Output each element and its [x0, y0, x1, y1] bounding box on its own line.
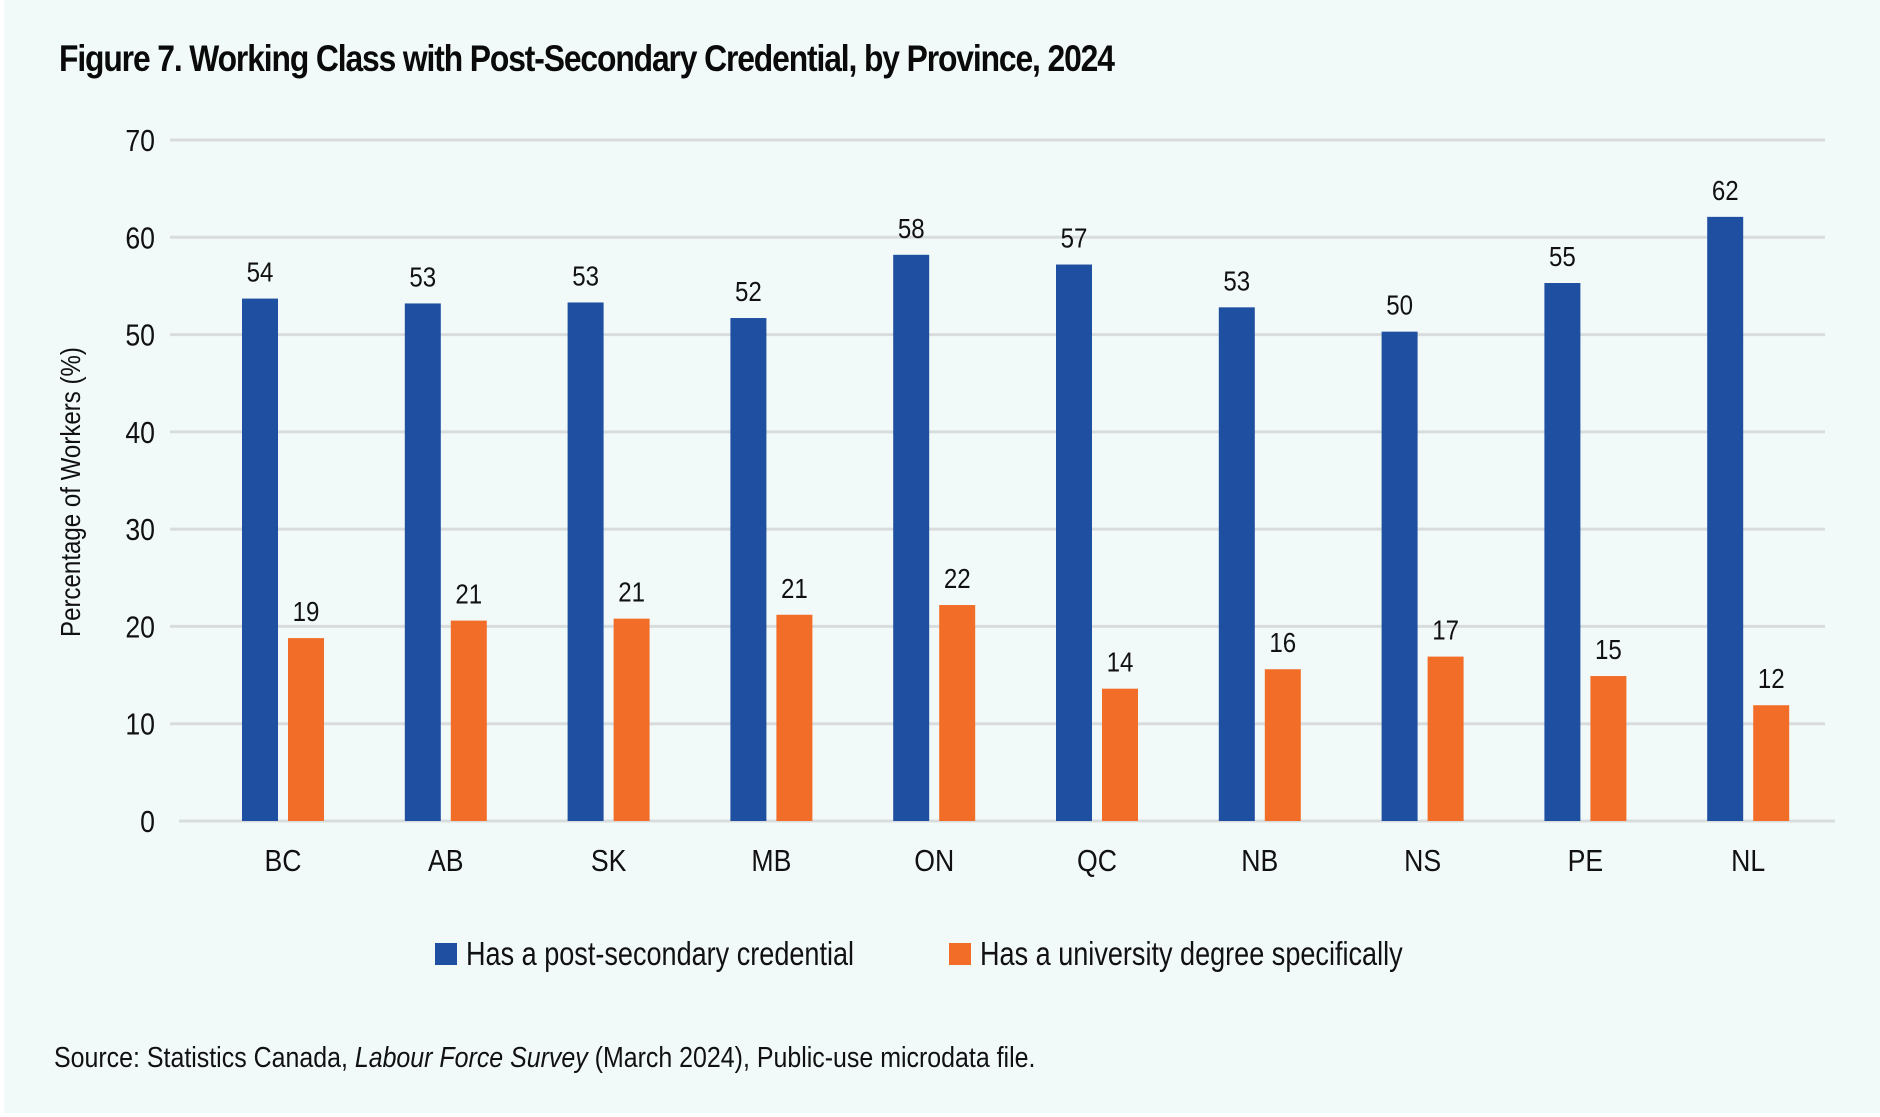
data-label: 53	[572, 260, 599, 292]
legend-swatch-blue	[435, 943, 457, 965]
y-tick-label: 50	[125, 319, 155, 353]
data-label: 52	[735, 275, 762, 307]
data-label: 15	[1595, 633, 1622, 665]
bar-mb-post-secondary	[730, 318, 767, 821]
category-label-mb: MB	[751, 844, 791, 878]
data-label: 21	[618, 576, 645, 608]
bar-ab-post-secondary	[404, 303, 441, 821]
bar-ns-university	[1427, 656, 1464, 821]
source-prefix: Source: Statistics Canada,	[54, 1042, 355, 1074]
data-label: 55	[1549, 240, 1576, 272]
data-label: 19	[293, 595, 320, 627]
y-tick-label: 20	[125, 611, 155, 645]
data-label: 58	[898, 212, 925, 244]
y-axis-ticks: 0 10 20 30 40 50 60 70	[125, 124, 155, 839]
bar-pe-post-secondary	[1544, 283, 1581, 821]
bar-bc-university	[288, 638, 324, 821]
data-label: 12	[1758, 662, 1785, 694]
bar-nb-university	[1264, 669, 1301, 821]
bar-nl-university	[1753, 705, 1790, 821]
y-axis-title: Percentage of Workers (%)	[54, 347, 86, 637]
y-tick-label: 10	[125, 708, 155, 742]
category-label-nl: NL	[1731, 844, 1765, 878]
category-label-qc: QC	[1077, 844, 1117, 878]
category-label-pe: PE	[1568, 844, 1604, 878]
category-label-sk: SK	[591, 844, 627, 878]
chart-panel: Figure 7. Working Class with Post-Second…	[4, 0, 1880, 1113]
y-tick-label: 30	[125, 513, 155, 547]
legend-swatch-orange	[949, 943, 972, 965]
data-label: 14	[1107, 646, 1134, 678]
bar-qc-post-secondary	[1056, 264, 1092, 821]
data-label: 57	[1061, 222, 1088, 254]
data-label: 54	[247, 256, 274, 288]
x-axis-categories: BC AB SK MB ON QC NB NS PE NL	[264, 844, 1765, 878]
bar-nb-post-secondary	[1218, 307, 1255, 821]
legend-label: Has a post-secondary credential	[466, 935, 855, 972]
source-suffix: (March 2024), Public-use microdata file.	[587, 1042, 1036, 1074]
data-label: 62	[1712, 174, 1739, 206]
bar-on-university	[939, 605, 976, 821]
data-labels: 54 19 53 21 53 21 52 21 58 22 57 14 53 16 50 17 55 15 62 12	[247, 174, 1785, 695]
legend: Has a post-secondary credential Has a un…	[435, 934, 1542, 974]
y-tick-label: 0	[140, 805, 155, 839]
bar-sk-university	[613, 618, 650, 821]
bar-qc-university	[1102, 688, 1138, 821]
data-label: 16	[1269, 627, 1296, 659]
data-label: 53	[409, 261, 436, 293]
category-label-nb: NB	[1241, 844, 1278, 878]
legend-label: Has a university degree specifically	[980, 935, 1403, 972]
source-note: Source: Statistics Canada, Labour Force …	[54, 1042, 1035, 1075]
legend-item-university: Has a university degree specifically	[949, 935, 1495, 973]
data-label: 53	[1223, 265, 1250, 297]
bars	[242, 216, 1790, 822]
bar-pe-university	[1590, 676, 1627, 821]
data-label: 22	[944, 562, 971, 594]
data-label: 50	[1386, 289, 1413, 321]
bar-mb-university	[776, 614, 813, 821]
data-label: 21	[455, 578, 482, 610]
data-label: 21	[781, 572, 808, 604]
bar-on-post-secondary	[893, 254, 930, 822]
chart-title: Figure 7. Working Class with Post-Second…	[59, 38, 1115, 79]
y-tick-label: 40	[125, 416, 155, 450]
y-tick-label: 70	[125, 124, 155, 158]
y-tick-label: 60	[125, 221, 155, 255]
bar-ab-university	[450, 620, 487, 821]
bar-ns-post-secondary	[1381, 331, 1418, 821]
bar-nl-post-secondary	[1707, 216, 1744, 821]
category-label-on: ON	[914, 844, 954, 878]
bar-sk-post-secondary	[567, 302, 604, 821]
bar-bc-post-secondary	[242, 298, 278, 822]
source-survey-name: Labour Force Survey	[354, 1042, 588, 1074]
category-label-ab: AB	[428, 844, 464, 878]
legend-item-post-secondary: Has a post-secondary credential	[435, 935, 939, 973]
bar-chart: 0 10 20 30 40 50 60 70 54 19 53 21 53 21 52 21 58 22 57 14…	[54, 124, 1835, 879]
category-label-ns: NS	[1404, 844, 1441, 878]
data-label: 17	[1432, 614, 1459, 646]
category-label-bc: BC	[264, 844, 301, 878]
